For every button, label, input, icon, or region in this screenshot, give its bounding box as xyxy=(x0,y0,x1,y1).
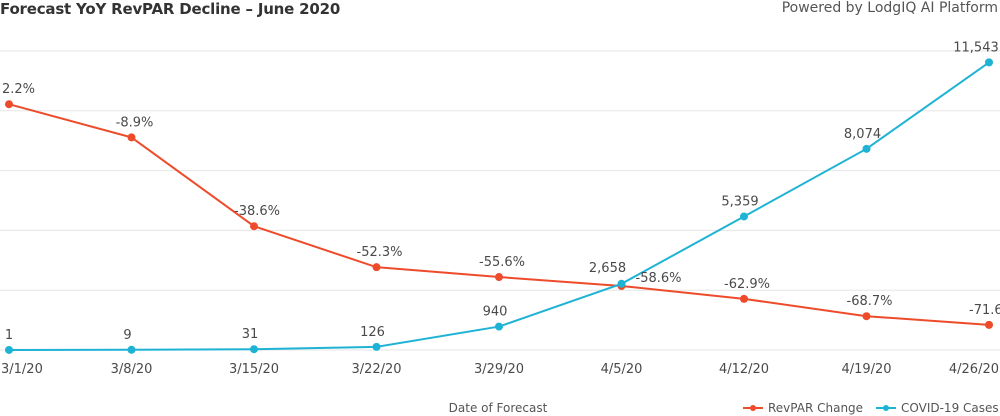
covid-point xyxy=(617,279,626,288)
revpar-point xyxy=(985,320,993,329)
covid-point xyxy=(127,345,136,354)
powered-by-text: Powered by LodgIQ AI Platform xyxy=(781,0,998,16)
revpar-data-label: -62.9% xyxy=(724,277,770,292)
revpar-line xyxy=(8,103,990,326)
revpar-data-label: -8.9% xyxy=(116,115,154,130)
revpar-point xyxy=(250,222,258,231)
data-labels: 2.2% -8.9% -38.6% -52.3% -55.6% -58.6% -62.9% -… xyxy=(2,40,1000,343)
revpar-data-label: -71.6% xyxy=(969,303,1000,318)
x-tick-label: 4/12/20 xyxy=(719,362,769,377)
revpar-data-label: -52.3% xyxy=(357,245,403,260)
covid-data-label: 940 xyxy=(483,305,508,320)
x-tick-label: 4/5/20 xyxy=(601,362,643,377)
revpar-point xyxy=(495,273,503,282)
revpar-point xyxy=(372,263,381,272)
legend-label-covid: COVID-19 Cases xyxy=(901,401,999,415)
covid-data-label: 31 xyxy=(242,327,259,342)
x-tick-label: 3/22/20 xyxy=(351,362,401,377)
revpar-data-label: -55.6% xyxy=(479,255,525,270)
legend-item-covid: COVID-19 Cases xyxy=(876,401,999,415)
revpar-data-label: -58.6% xyxy=(636,271,682,286)
revpar-point xyxy=(740,294,748,303)
legend-item-revpar: RevPAR Change xyxy=(743,401,863,415)
chart-title: Forecast YoY RevPAR Decline – June 2020 xyxy=(0,0,341,18)
covid-data-label: 5,359 xyxy=(721,194,758,209)
x-tick-label: 3/15/20 xyxy=(229,362,279,377)
revpar-data-label: -68.7% xyxy=(847,294,893,309)
revpar-data-label: 2.2% xyxy=(2,82,35,97)
x-tick-label: 4/19/20 xyxy=(841,362,891,377)
covid-point xyxy=(985,58,993,67)
legend-label-revpar: RevPAR Change xyxy=(768,401,863,415)
covid-data-label: 2,658 xyxy=(589,261,626,276)
covid-point xyxy=(740,212,748,221)
covid-data-label: 9 xyxy=(123,328,131,343)
x-tick-label: 3/8/20 xyxy=(111,362,153,377)
covid-point xyxy=(250,345,258,354)
x-tick-label: 4/26/20 xyxy=(949,362,999,377)
x-tick-label: 3/29/20 xyxy=(474,362,524,377)
covid-point xyxy=(372,342,381,351)
revpar-data-label: -38.6% xyxy=(234,204,280,219)
series-points xyxy=(5,58,993,354)
covid-point xyxy=(495,322,503,331)
legend: RevPAR Change COVID-19 Cases xyxy=(743,401,999,415)
x-axis-label: Date of Forecast xyxy=(449,401,548,415)
covid-point xyxy=(5,345,13,354)
x-tick-label: 3/1/20 xyxy=(1,362,43,377)
covid-data-label: 1 xyxy=(5,328,13,343)
revpar-point xyxy=(5,100,13,109)
covid-point xyxy=(862,144,871,153)
x-axis-ticks: 3/1/20 3/8/20 3/15/20 3/22/20 3/29/20 4/5/20 4… xyxy=(1,362,999,377)
covid-data-label: 11,543 xyxy=(953,40,999,55)
covid-data-label: 126 xyxy=(360,325,385,340)
revpar-point xyxy=(127,133,136,142)
covid-data-label: 8,074 xyxy=(844,127,881,142)
revpar-point xyxy=(862,312,871,321)
